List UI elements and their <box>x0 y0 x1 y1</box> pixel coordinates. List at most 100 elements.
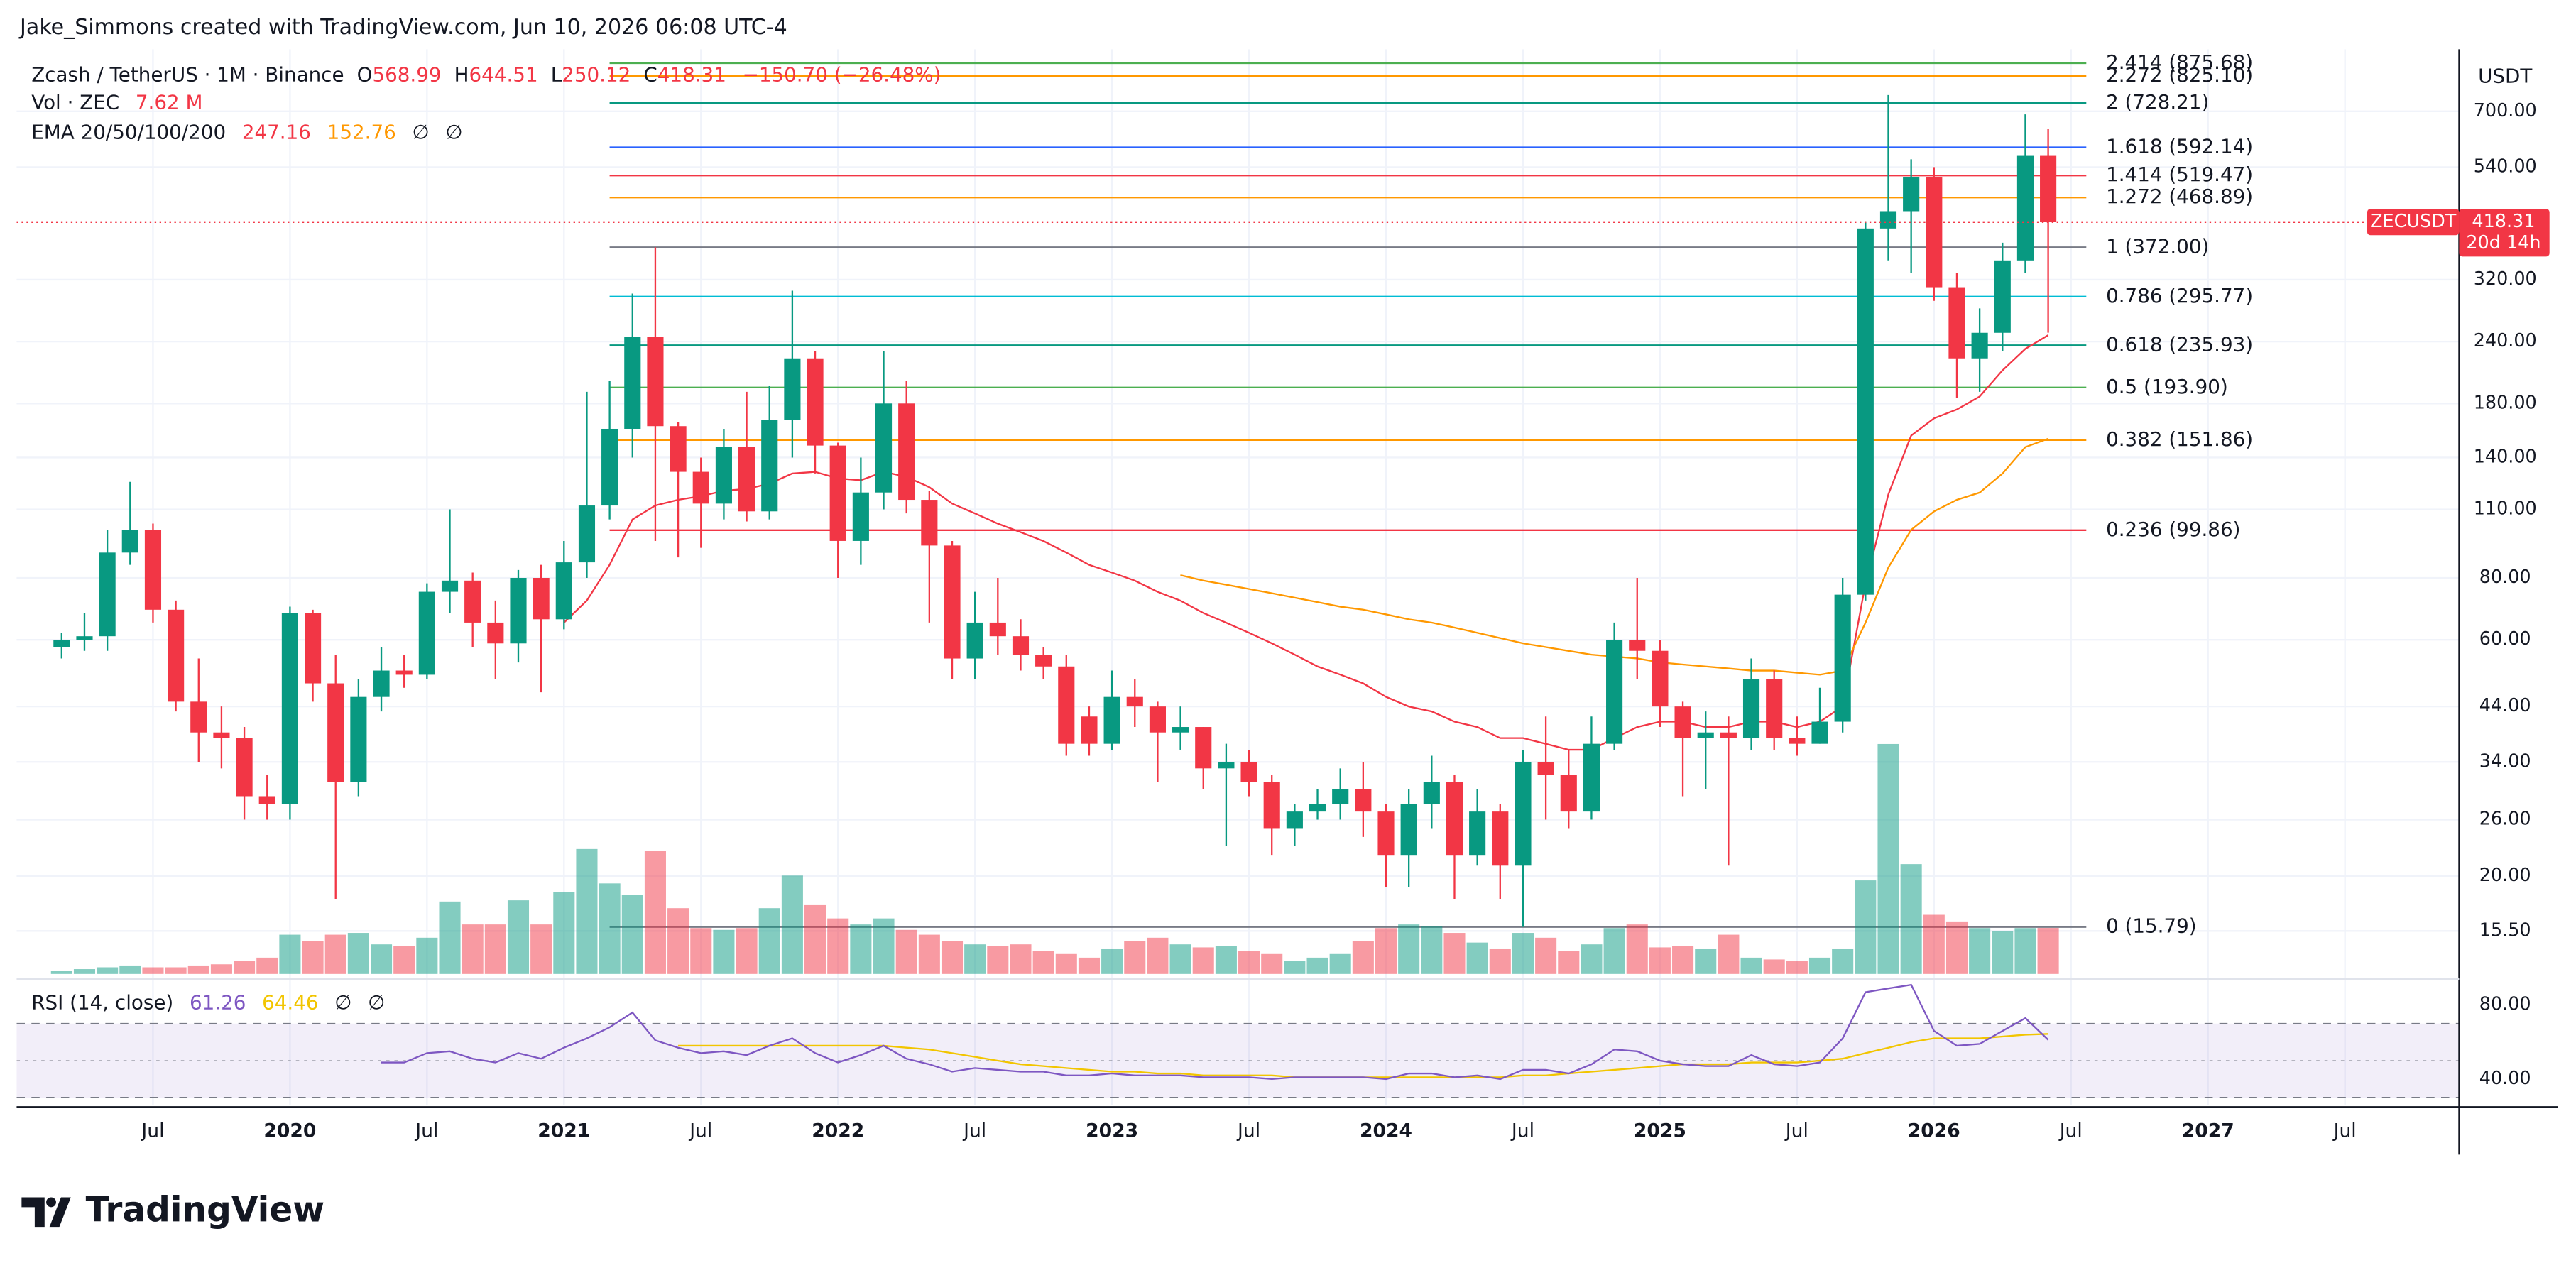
fib-label: 2.414 (875.68) <box>2106 50 2253 74</box>
fib-label: 2 (728.21) <box>2106 90 2209 114</box>
volume-bar <box>1010 944 1032 974</box>
volume-bar <box>1855 880 1877 974</box>
volume-value: 7.62 M <box>136 91 203 114</box>
legend-value: 644.51 <box>469 62 538 86</box>
volume-bar <box>2037 928 2059 974</box>
candle-body <box>624 337 641 429</box>
volume-bar <box>895 929 917 974</box>
volume-bar <box>987 946 1009 974</box>
legend-ohlc: Zcash / TetherUS · 1M · Binance O568.99 … <box>31 62 941 86</box>
fib-label: 1.618 (592.14) <box>2106 134 2253 158</box>
volume-bar <box>1923 914 1945 974</box>
volume-bar <box>439 901 461 974</box>
legend-letter: C <box>643 62 657 86</box>
candle-body <box>601 428 618 506</box>
currency: USDT <box>2478 65 2533 88</box>
fib-label: 1 (372.00) <box>2106 234 2209 258</box>
candle-body <box>1537 762 1554 775</box>
volume-bar <box>1261 953 1283 974</box>
volume-bar <box>142 967 164 974</box>
symbol-tag: ZECUSDT <box>2370 210 2457 231</box>
candle-body <box>2040 155 2057 222</box>
volume-bar <box>302 941 324 974</box>
candle-body <box>1355 789 1372 812</box>
volume-bar <box>1329 953 1351 974</box>
volume-bar <box>1695 948 1717 974</box>
symbol-tag-bg <box>2367 209 2460 236</box>
candle-body <box>761 420 778 512</box>
candle-body <box>1126 696 1143 707</box>
rsi-tick-label: 40.00 <box>2479 1067 2531 1088</box>
candle-body <box>76 636 93 640</box>
price-pane: 2.414 (875.68)2.272 (825.10) 2 (728.21) 1.… <box>16 50 2460 974</box>
volume-bar <box>119 965 141 974</box>
candle-body <box>1789 738 1806 744</box>
candle-body <box>692 471 709 504</box>
ema-line <box>563 334 2049 751</box>
y-tick-label: 26.00 <box>2479 808 2531 829</box>
volume-bar <box>644 851 666 974</box>
candle-body <box>1263 782 1280 829</box>
legend-letter: L <box>551 62 562 86</box>
candle-body <box>1948 287 1965 359</box>
candle-body <box>1811 721 1828 744</box>
candle-body <box>327 683 344 782</box>
candle-body <box>1606 640 1623 744</box>
x-tick-label: 2021 <box>537 1120 590 1142</box>
candle-body <box>144 530 162 610</box>
candle-body <box>1012 636 1030 655</box>
volume-bar <box>1900 864 1922 974</box>
candle-body <box>1971 332 1988 359</box>
volume-bar <box>324 934 346 974</box>
candle-body <box>1446 782 1463 856</box>
x-tick-label: 2025 <box>1634 1120 1686 1142</box>
volume-bar <box>1466 942 1488 974</box>
volume-bar <box>393 946 415 974</box>
candle-body <box>1583 743 1600 812</box>
candle-body <box>829 445 846 541</box>
volume-bar <box>621 895 643 974</box>
volume-bar <box>941 941 964 974</box>
rsi-ma-value: 64.46 <box>262 990 318 1014</box>
volume-bar <box>1558 951 1580 974</box>
volume-bar <box>1786 961 1808 974</box>
x-tick-label: Jul <box>2332 1120 2357 1142</box>
brand: TradingView <box>86 1190 325 1230</box>
ema-value: 247.16 <box>242 120 311 143</box>
x-tick-label: Jul <box>962 1120 986 1142</box>
fib-label: 0.5 (193.90) <box>2106 375 2228 398</box>
ema-na: ∅ <box>412 120 429 143</box>
volume-bar <box>964 944 986 974</box>
candle-body <box>1309 804 1326 812</box>
volume-bar <box>873 918 895 974</box>
candle-body <box>1492 811 1509 866</box>
candle-body <box>121 530 138 553</box>
volume-bar <box>1512 933 1534 974</box>
candle-body <box>2016 155 2034 261</box>
candle-body <box>578 505 596 563</box>
volume-bar <box>1147 937 1169 974</box>
candle-body <box>1926 177 1943 288</box>
volume-bar <box>484 924 506 974</box>
candle-body <box>875 403 893 493</box>
candle-body <box>1423 782 1440 804</box>
ema-title: EMA 20/50/100/200 <box>31 120 226 143</box>
volume-bar <box>1352 941 1374 974</box>
volume-bar <box>1992 931 2014 974</box>
fib-label: 0 (15.79) <box>2106 914 2197 938</box>
candle-body <box>190 701 207 733</box>
candle-body <box>966 622 983 659</box>
logo-dot <box>46 1197 56 1208</box>
candle-body <box>304 613 322 684</box>
volume-title: Vol · ZEC <box>31 91 119 114</box>
candle-body <box>1377 811 1395 856</box>
y-tick-label: 60.00 <box>2479 628 2531 649</box>
legend-letter: O <box>357 62 373 86</box>
candle-body <box>533 578 550 620</box>
x-tick-label: Jul <box>1784 1120 1808 1142</box>
volume-bar <box>1398 924 1420 974</box>
candle-body <box>1081 716 1098 744</box>
